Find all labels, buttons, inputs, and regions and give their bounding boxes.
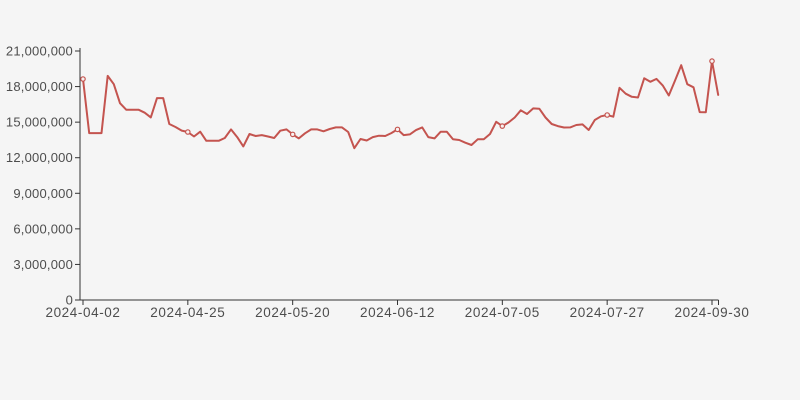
data-point-marker[interactable] [499,123,506,129]
x-axis-label: 2024-04-02 [45,305,120,320]
data-point-marker[interactable] [394,126,401,133]
x-axis-label: 2024-07-27 [570,305,645,320]
y-axis-label: 3,000,000 [13,257,73,272]
x-axis-label: 2024-06-12 [360,305,435,320]
x-axis-label: 2024-07-05 [465,305,540,320]
y-axis-label: 6,000,000 [13,221,73,236]
data-point-marker[interactable] [80,76,86,82]
data-point-marker[interactable] [709,58,715,64]
data-point-marker[interactable] [289,131,296,138]
x-axis-label: 2024-04-25 [150,305,225,320]
y-axis-label: 18,000,000 [6,79,73,94]
data-point-marker[interactable] [185,129,191,135]
x-axis-label: 2024-05-20 [255,305,330,320]
y-axis-label: 9,000,000 [13,186,73,201]
data-point-marker[interactable] [604,112,611,118]
y-axis-label: 0 [66,293,73,308]
y-axis-label: 21,000,000 [6,44,73,59]
y-axis-label: 12,000,000 [6,150,73,165]
y-axis-label: 15,000,000 [6,115,73,130]
x-axis-label: 2024-09-30 [674,305,749,320]
